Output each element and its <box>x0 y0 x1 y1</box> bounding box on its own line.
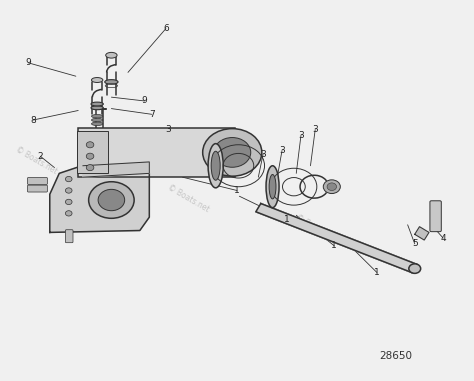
Circle shape <box>214 138 251 167</box>
Text: 3: 3 <box>208 142 214 151</box>
FancyBboxPatch shape <box>430 201 441 232</box>
Polygon shape <box>50 164 149 232</box>
Circle shape <box>65 188 72 193</box>
Polygon shape <box>415 227 429 240</box>
Text: 9: 9 <box>26 58 31 67</box>
Polygon shape <box>83 162 149 177</box>
Circle shape <box>86 165 94 171</box>
Circle shape <box>89 182 134 218</box>
FancyBboxPatch shape <box>27 178 47 184</box>
Text: 3: 3 <box>165 125 171 134</box>
Ellipse shape <box>266 166 279 208</box>
Ellipse shape <box>409 264 421 274</box>
Ellipse shape <box>91 78 103 82</box>
Ellipse shape <box>211 151 220 180</box>
FancyBboxPatch shape <box>78 128 235 177</box>
Text: 8: 8 <box>30 115 36 125</box>
Text: 1: 1 <box>331 241 337 250</box>
Circle shape <box>98 189 125 211</box>
Ellipse shape <box>106 52 117 58</box>
Ellipse shape <box>91 122 103 125</box>
Text: 28650: 28650 <box>379 351 412 361</box>
FancyBboxPatch shape <box>65 230 73 243</box>
Text: 3: 3 <box>279 146 285 155</box>
Ellipse shape <box>91 106 103 110</box>
Text: 9: 9 <box>142 96 147 106</box>
Text: 3: 3 <box>298 131 304 140</box>
Circle shape <box>86 142 94 148</box>
Text: 5: 5 <box>412 239 418 248</box>
Circle shape <box>65 199 72 205</box>
Text: 1: 1 <box>234 186 240 195</box>
FancyBboxPatch shape <box>77 131 108 173</box>
Polygon shape <box>256 203 417 273</box>
Ellipse shape <box>269 174 276 199</box>
Circle shape <box>65 176 72 182</box>
Ellipse shape <box>91 115 103 118</box>
Circle shape <box>203 129 262 176</box>
Text: 1: 1 <box>284 215 290 224</box>
Text: © Boats.net: © Boats.net <box>166 182 210 214</box>
Ellipse shape <box>208 144 223 188</box>
Ellipse shape <box>91 118 103 122</box>
Text: © Boats.net: © Boats.net <box>14 144 59 176</box>
Circle shape <box>327 183 337 190</box>
FancyBboxPatch shape <box>27 185 47 192</box>
Text: 7: 7 <box>149 110 155 119</box>
Ellipse shape <box>105 80 118 84</box>
Circle shape <box>323 180 340 194</box>
Text: 3: 3 <box>312 125 318 134</box>
Text: 6: 6 <box>163 24 169 33</box>
Text: © Boats.net: © Boats.net <box>294 213 338 244</box>
Text: 3: 3 <box>260 150 266 159</box>
Text: 1: 1 <box>374 268 380 277</box>
Text: 3: 3 <box>234 136 240 146</box>
Circle shape <box>65 211 72 216</box>
Text: 4: 4 <box>440 234 446 243</box>
Text: 2: 2 <box>37 152 43 161</box>
Circle shape <box>86 153 94 159</box>
Ellipse shape <box>91 102 103 106</box>
